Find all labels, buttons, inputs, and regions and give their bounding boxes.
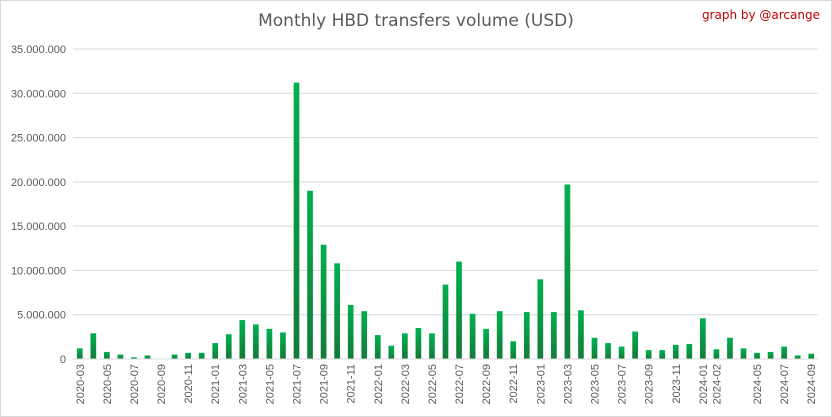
- chart-title: Monthly HBD transfers volume (USD): [258, 11, 574, 31]
- y-tick-label: 35.000.000: [11, 44, 66, 56]
- x-tick-label: 2022-11: [508, 364, 520, 404]
- bar: [117, 354, 124, 359]
- x-tick-label: 2020-05: [102, 364, 114, 404]
- bar: [374, 335, 381, 359]
- bar: [198, 352, 205, 359]
- bar: [523, 312, 530, 359]
- bar: [456, 261, 462, 359]
- bar: [672, 344, 679, 359]
- bar: [225, 334, 232, 359]
- bar: [510, 341, 517, 359]
- bar: [334, 263, 340, 359]
- bar: [469, 313, 476, 359]
- x-tick-label: 2022-03: [400, 364, 412, 404]
- bar: [347, 304, 354, 359]
- x-tick-label: 2024-09: [806, 364, 818, 404]
- x-tick-label: 2020-11: [183, 364, 195, 404]
- x-tick-label: 2023-05: [590, 364, 602, 404]
- x-tick-label: 2022-01: [373, 364, 385, 404]
- x-tick-label: 2020-03: [75, 364, 87, 404]
- bar: [794, 355, 801, 359]
- chart-credit: graph by @arcange: [701, 8, 820, 22]
- bar: [280, 332, 286, 359]
- y-tick-label: 5.000.000: [17, 310, 66, 322]
- x-tick-label: 2022-05: [427, 364, 439, 404]
- x-tick-label: 2021-05: [264, 364, 276, 404]
- bar: [808, 353, 815, 359]
- x-tick-label: 2020-09: [156, 364, 168, 404]
- bar: [131, 357, 137, 359]
- bar: [754, 352, 760, 359]
- y-tick-label: 20.000.000: [11, 177, 66, 189]
- bars: [76, 82, 815, 360]
- bar: [320, 244, 327, 359]
- bar: [659, 350, 666, 359]
- x-axis: 2020-03 2020-05 2020-07 2020-09 2020-11 2021-…: [73, 358, 818, 404]
- bar: [388, 345, 395, 359]
- bar: [307, 190, 313, 359]
- bar: [293, 82, 300, 360]
- bar: [496, 311, 503, 359]
- bar: [591, 337, 598, 359]
- bar: [144, 355, 151, 359]
- bar: [239, 320, 246, 359]
- bar: [700, 318, 706, 359]
- x-tick-label: 2024-01: [698, 364, 710, 404]
- bar: [713, 349, 720, 359]
- bar: [253, 324, 259, 359]
- x-tick-label: 2024-02: [711, 364, 723, 404]
- bar: [740, 348, 747, 359]
- bar: [171, 354, 178, 359]
- x-tick-label: 2021-01: [210, 364, 222, 404]
- bar: [212, 343, 219, 359]
- x-tick-label: 2023-01: [535, 364, 547, 404]
- x-tick-label: 2023-07: [617, 364, 629, 404]
- bar: [618, 346, 625, 359]
- bar: [632, 331, 638, 359]
- x-tick-label: 2021-03: [237, 364, 249, 404]
- x-tick-label: 2023-03: [562, 364, 574, 404]
- bar: [429, 333, 435, 359]
- x-tick-label: 2024-05: [752, 364, 764, 404]
- y-tick-label: 10.000.000: [11, 265, 66, 277]
- bar: [578, 310, 584, 359]
- bar: [551, 312, 557, 359]
- y-tick-label: 0: [60, 354, 66, 366]
- bar: [185, 352, 191, 359]
- bar: [686, 343, 693, 359]
- bar: [483, 328, 489, 359]
- bar: [645, 350, 652, 359]
- x-tick-label: 2023-11: [671, 364, 683, 404]
- y-tick-label: 30.000.000: [11, 88, 66, 100]
- bar: [104, 351, 110, 359]
- bar: [605, 343, 611, 359]
- x-tick-label: 2021-09: [319, 364, 331, 404]
- bar: [415, 328, 422, 359]
- x-tick-label: 2024-07: [779, 364, 791, 404]
- x-tick-label: 2020-07: [129, 364, 141, 404]
- x-tick-label: 2023-09: [644, 364, 656, 404]
- bar: [564, 184, 571, 359]
- y-tick-label: 25.000.000: [11, 133, 66, 145]
- bar: [442, 284, 449, 359]
- x-tick-label: 2021-11: [346, 364, 358, 404]
- y-axis: 0 5.000.000 10.000.000 15.000.000 20.000.000…: [11, 44, 66, 366]
- x-tick-label: 2021-07: [292, 364, 304, 404]
- bar: [76, 348, 83, 359]
- bar: [266, 328, 273, 359]
- bar: [781, 346, 787, 359]
- bar: [361, 311, 368, 359]
- y-tick-label: 15.000.000: [11, 221, 66, 233]
- x-tick-label: 2022-09: [481, 364, 493, 404]
- bar: [727, 337, 733, 359]
- bar: [537, 279, 544, 359]
- x-tick-label: 2022-07: [454, 364, 466, 404]
- bar: [767, 351, 774, 359]
- bar: [90, 333, 97, 359]
- bar: [402, 333, 408, 359]
